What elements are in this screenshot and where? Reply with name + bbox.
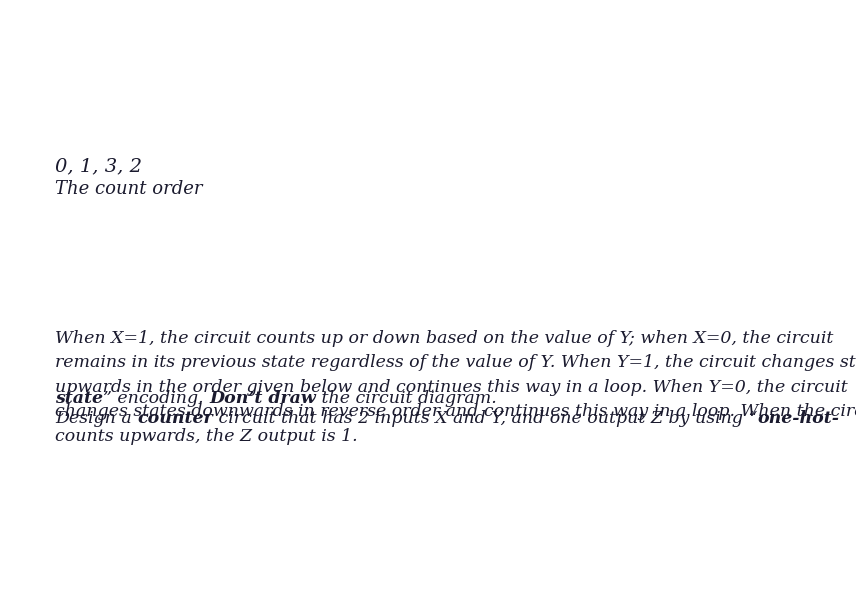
Text: counts upwards, the Z output is 1.: counts upwards, the Z output is 1.: [55, 428, 358, 444]
Text: remains in its previous state regardless of the value of Y. When Y=1, the circui: remains in its previous state regardless…: [55, 355, 856, 371]
Text: Don’t draw: Don’t draw: [209, 390, 316, 407]
Text: circuit that has 2 inputs X and Y, and one output Z by using “: circuit that has 2 inputs X and Y, and o…: [213, 410, 758, 427]
Text: one-hot-: one-hot-: [758, 410, 839, 427]
Text: upwards in the order given below and continues this way in a loop. When Y=0, the: upwards in the order given below and con…: [55, 379, 847, 396]
Text: counter: counter: [137, 410, 213, 427]
Text: state: state: [55, 390, 103, 407]
Text: 0, 1, 3, 2: 0, 1, 3, 2: [55, 157, 142, 175]
Text: When X=1, the circuit counts up or down based on the value of Y; when X=0, the c: When X=1, the circuit counts up or down …: [55, 330, 834, 347]
Text: the circuit diagram.: the circuit diagram.: [316, 390, 496, 407]
Text: The count order: The count order: [55, 180, 203, 198]
Text: Design a: Design a: [55, 410, 137, 427]
Text: ” encoding.: ” encoding.: [103, 390, 209, 407]
Text: changes states downwards in reverse order and continues this way in a loop. When: changes states downwards in reverse orde…: [55, 403, 856, 420]
